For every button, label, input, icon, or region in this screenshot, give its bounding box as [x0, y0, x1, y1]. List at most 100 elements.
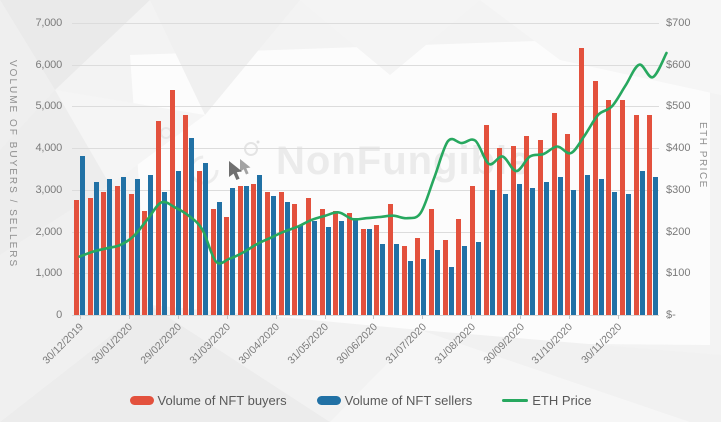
- seller-bar: [393, 244, 399, 315]
- buyer-bar: [579, 48, 585, 315]
- x-axis-tick: [617, 315, 619, 319]
- legend-swatch-1: [316, 396, 341, 405]
- buyer-bar: [306, 198, 312, 315]
- seller-bar: [516, 183, 522, 315]
- mouse-cursor-icon: [229, 159, 251, 180]
- seller-bar: [585, 175, 591, 315]
- buyer-bar: [237, 185, 243, 315]
- buyer-bar: [647, 114, 653, 315]
- buyer-bar: [142, 210, 148, 315]
- gridline: [72, 315, 659, 316]
- x-axis-tick: [373, 315, 375, 319]
- buyer-bar: [483, 125, 489, 315]
- right-axis-title: ETH PRICE: [697, 122, 708, 189]
- x-axis-tick: [128, 315, 130, 319]
- buyer-bar: [169, 89, 175, 315]
- eth-price-line-path: [78, 51, 668, 265]
- buyer-bar: [278, 191, 284, 315]
- seller-bar: [612, 191, 618, 315]
- gridline: [72, 23, 659, 24]
- seller-bar: [571, 189, 577, 315]
- seller-bar: [380, 244, 386, 315]
- buyer-bar: [592, 81, 598, 315]
- buyer-bar: [428, 208, 434, 315]
- x-axis-tick: [324, 315, 326, 319]
- seller-bar: [175, 171, 181, 315]
- seller-bar: [312, 221, 318, 315]
- buyer-bar: [538, 139, 544, 315]
- seller-bar: [530, 187, 536, 315]
- seller-bar: [298, 225, 304, 315]
- buyer-bar: [347, 212, 353, 315]
- legend-item-eth-price: ETH Price: [502, 393, 591, 408]
- y-axis-tick-label-left: 1,000: [35, 267, 62, 280]
- buyer-bar: [415, 237, 421, 315]
- y-axis-tick-label-left: 2,000: [35, 225, 62, 238]
- buyer-bar: [251, 183, 257, 315]
- buyer-bar: [401, 246, 407, 315]
- seller-bar: [448, 267, 454, 315]
- seller-bar: [257, 175, 263, 315]
- seller-bar: [271, 196, 277, 315]
- seller-bar: [284, 202, 290, 315]
- buyer-bar: [210, 208, 216, 315]
- legend: Volume of NFT buyers Volume of NFT selle…: [0, 393, 721, 408]
- x-axis-tick: [422, 315, 424, 319]
- left-axis-title: VOLUME OF BUYERS / SELLERS: [7, 60, 18, 269]
- y-axis-tick-label-right: $500: [666, 100, 691, 113]
- buyer-bar: [387, 204, 393, 315]
- buyer-bar: [319, 208, 325, 315]
- buyer-bar: [292, 204, 298, 315]
- y-axis-tick-label-right: $300: [666, 183, 691, 196]
- buyer-bar: [74, 200, 79, 315]
- seller-bar: [230, 187, 236, 315]
- seller-bar: [353, 219, 359, 315]
- x-axis-tick: [80, 315, 81, 319]
- buyer-bar: [265, 191, 271, 315]
- legend-item-buyers: Volume of NFT buyers: [129, 393, 287, 408]
- seller-bar: [325, 227, 331, 315]
- y-axis-tick-label-left: 0: [56, 309, 62, 321]
- buyer-bar: [551, 112, 557, 315]
- y-axis-tick-label-left: 5,000: [35, 100, 62, 113]
- x-axis-tick: [275, 315, 277, 319]
- seller-bar: [489, 189, 495, 315]
- buyer-bar: [442, 239, 448, 315]
- seller-bar: [421, 258, 427, 315]
- seller-bar: [189, 137, 195, 315]
- y-axis-tick-label-right: $200: [666, 225, 691, 238]
- seller-bar: [366, 229, 372, 315]
- buyer-bar: [101, 191, 107, 315]
- seller-bar: [134, 179, 140, 315]
- y-axis-tick-label-left: 4,000: [35, 142, 62, 155]
- y-axis-tick-label-right: $-: [666, 309, 676, 321]
- gridline: [72, 148, 659, 150]
- legend-label-sellers: Volume of NFT sellers: [344, 393, 473, 408]
- legend-swatch-0: [129, 396, 154, 405]
- y-axis-tick-label-right: $600: [666, 58, 691, 71]
- buyer-bar: [524, 135, 530, 315]
- buyer-bar: [128, 194, 134, 315]
- seller-bar: [626, 194, 632, 315]
- buyer-bar: [620, 100, 626, 315]
- y-axis-tick-label-left: 7,000: [35, 17, 62, 29]
- y-axis-tick-label-left: 6,000: [35, 58, 62, 71]
- buyer-bar: [565, 133, 571, 315]
- seller-bar: [434, 250, 440, 315]
- buyer-bar: [333, 210, 339, 315]
- buyer-bar: [633, 114, 639, 315]
- y-axis-tick-label-left: 3,000: [35, 183, 62, 196]
- seller-bar: [161, 191, 167, 315]
- legend-item-sellers: Volume of NFT sellers: [316, 393, 473, 408]
- seller-bar: [639, 171, 645, 315]
- seller-bar: [598, 179, 604, 315]
- seller-bar: [503, 194, 509, 315]
- buyer-bar: [469, 185, 475, 315]
- x-axis-tick: [520, 315, 522, 319]
- seller-bar: [120, 177, 126, 315]
- x-axis-tick: [177, 315, 179, 319]
